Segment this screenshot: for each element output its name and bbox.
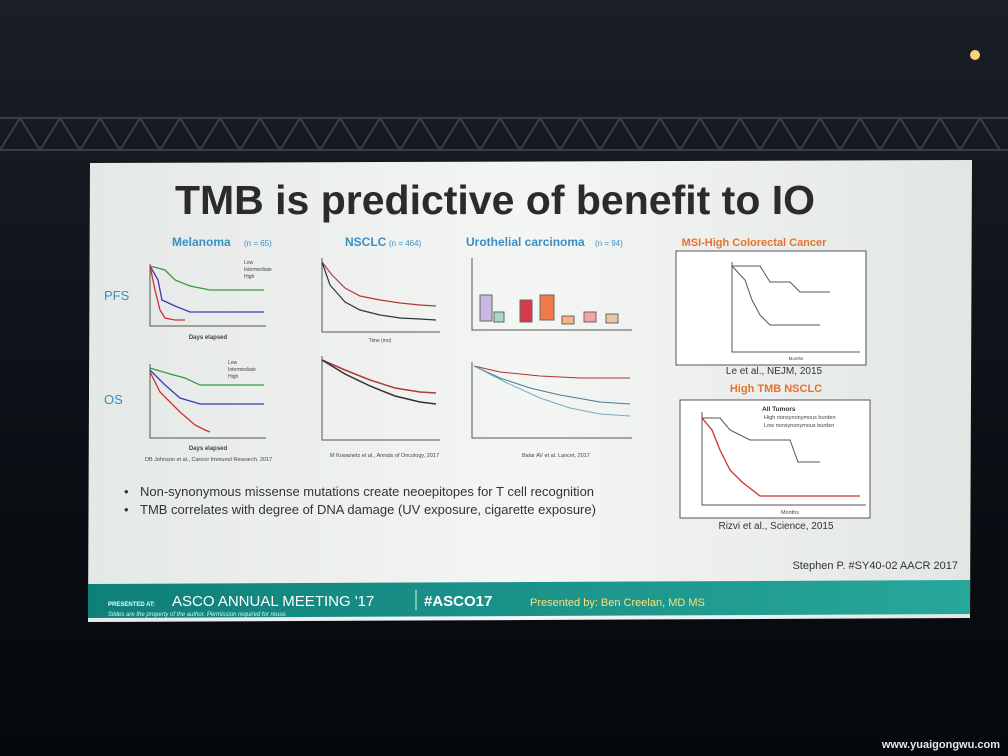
legend-entry: Low nonsynonymous burden	[764, 423, 834, 429]
citation: Rizvi et al., Science, 2015	[718, 521, 833, 532]
bullet-dot: •	[124, 484, 129, 499]
truss	[0, 116, 1008, 152]
hashtag: #ASCO17	[424, 593, 492, 610]
panel-title: Melanoma	[172, 235, 231, 249]
x-label: Time (mo)	[369, 338, 392, 344]
slide-title: TMB is predictive of benefit to IO	[175, 177, 815, 223]
citation: DB Johnson et al., Cancer Immunol Resear…	[145, 457, 272, 463]
slide: TMB is predictive of benefit to IO Melan…	[88, 160, 972, 622]
x-label: Months	[789, 356, 805, 361]
watermark: www.yuaigongwu.com	[881, 739, 1000, 751]
citation: Le et al., NEJM, 2015	[726, 366, 823, 377]
x-label: Days elapsed	[189, 335, 228, 341]
panel-title: High TMB NSCLC	[730, 383, 822, 395]
box-plots	[471, 258, 632, 331]
km-plot: Low Intermediate High Days elapsed	[149, 360, 266, 452]
light	[970, 50, 980, 60]
legend-title: All Tumors	[762, 406, 796, 413]
legend-entry: High	[228, 374, 239, 380]
bullet: TMB correlates with degree of DNA damage…	[140, 502, 596, 517]
panel-title: MSI-High Colorectal Cancer	[682, 237, 828, 249]
presented-at: PRESENTED AT:	[108, 602, 155, 608]
legend-entry: Intermediate	[228, 367, 256, 373]
x-label: Months	[781, 510, 799, 516]
panel-n: (n = 464)	[389, 239, 422, 248]
row-label: OS	[104, 392, 123, 407]
bullet-dot: •	[124, 502, 129, 517]
panel-n: (n = 94)	[595, 239, 623, 248]
legend-entry: High	[244, 274, 255, 280]
reference: Stephen P. #SY40-02 AACR 2017	[792, 560, 958, 572]
panel-title: NSCLC	[345, 235, 387, 249]
legend-entry: Low	[228, 360, 238, 366]
row-label: PFS	[104, 288, 130, 303]
presenter: Presented by: Ben Creelan, MD MS	[530, 597, 705, 609]
legend-entry: Low	[244, 260, 254, 266]
legend-entry: Intermediate	[244, 267, 272, 273]
km-plot: Time (mo)	[321, 258, 440, 344]
km-plot	[471, 362, 632, 439]
legend-entry: High nonsynonymous burden	[764, 415, 836, 421]
citation: M Kowanetz et al., Annals of Oncology, 2…	[330, 453, 439, 459]
bullet: Non-synonymous missense mutations create…	[140, 484, 594, 499]
meeting: ASCO ANNUAL MEETING '17	[172, 593, 374, 610]
km-plot	[321, 356, 440, 441]
km-plot: All Tumors High nonsynonymous burden Low…	[679, 399, 871, 519]
panel-n: (n = 65)	[244, 239, 272, 248]
km-plot: Months	[675, 250, 867, 366]
panel-title: Urothelial carcinoma	[466, 235, 585, 249]
x-label: Days elapsed	[189, 446, 228, 452]
citation: Balar AV et al. Lancet, 2017	[522, 453, 590, 459]
km-plot: Low Intermediate High Days elapsed	[149, 260, 272, 341]
disclaimer: Slides are the property of the author. P…	[108, 612, 287, 618]
footer-band	[88, 580, 970, 618]
